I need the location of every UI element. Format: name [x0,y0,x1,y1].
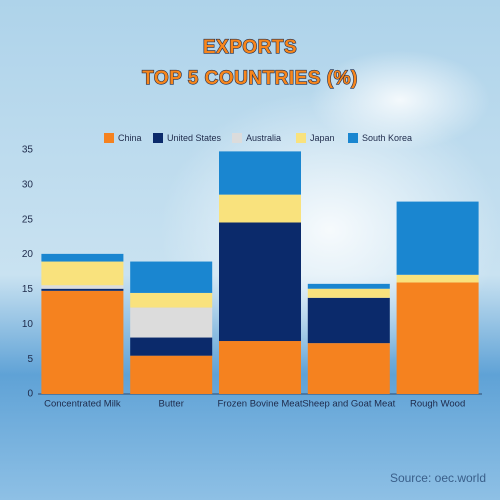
bar-segment [41,290,124,394]
bar-segment [41,253,124,262]
chart-subtitle: TOP 5 COUNTRIES (%) [142,68,358,89]
legend-label: South Korea [362,133,412,143]
bar-segment [41,261,124,286]
bar-segment [130,337,213,356]
x-tick-label: Concentrated Milk [44,399,121,410]
legend-swatch [296,133,306,143]
bar-segment [396,274,479,283]
y-tick-label: 25 [22,214,34,225]
y-tick-label: 30 [22,179,34,190]
bar-segment [219,151,301,195]
x-tick-label: Sheep and Goat Meat [302,399,395,410]
bar-segment [219,341,301,394]
legend-label: United States [167,133,222,143]
bar-segment [41,288,124,291]
legend-swatch [348,133,358,143]
y-tick-label: 0 [27,389,33,400]
y-tick-label: 15 [22,284,34,295]
bar-segment [396,282,479,394]
bar-segment [219,222,301,342]
bar-segment [307,297,390,344]
y-tick-label: 20 [22,249,34,260]
bar-segment [219,194,301,223]
legend-swatch [104,133,114,143]
bar-segment [130,292,213,308]
bar-segment [41,285,124,289]
bar-segment [307,283,390,289]
y-tick-label: 5 [27,354,33,365]
chart-title: EXPORTS [203,37,297,58]
legend-label: Japan [310,133,335,143]
legend-swatch [153,133,163,143]
x-tick-label: Frozen Bovine Meat [217,399,302,410]
bar-segment [307,343,390,394]
y-tick-label: 10 [22,319,34,330]
legend-label: China [118,133,142,143]
x-tick-label: Rough Wood [410,399,465,410]
legend-label: Australia [246,133,281,143]
source: Source: oec.world [390,471,486,485]
bar-segment [130,261,213,293]
bar-segment [130,307,213,338]
bar-segment [307,288,390,298]
legend-swatch [232,133,242,143]
background-glow [310,50,490,150]
y-tick-label: 35 [22,145,34,156]
bar-segment [130,355,213,394]
x-tick-label: Butter [159,399,184,410]
bar-segment [396,201,479,275]
